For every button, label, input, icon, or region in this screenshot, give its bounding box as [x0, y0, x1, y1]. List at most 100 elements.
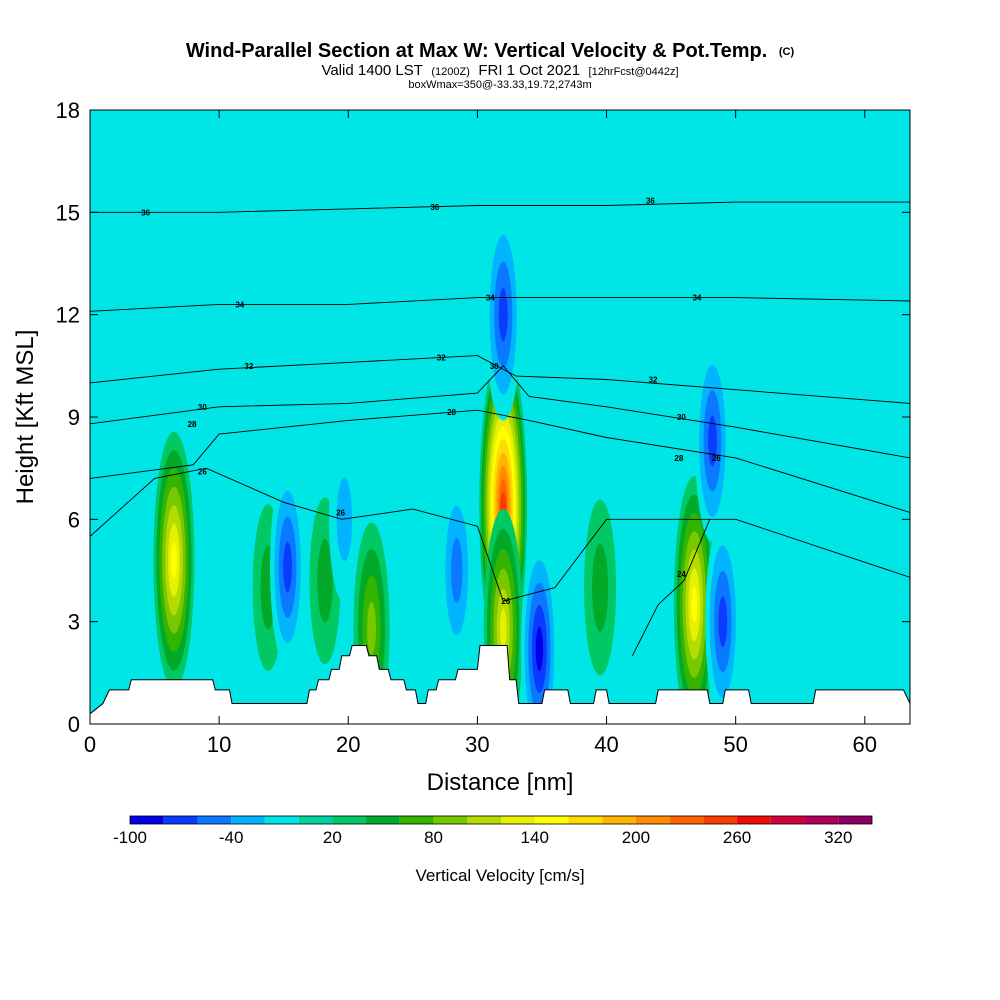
colorbar-tick-label: -100 [113, 828, 147, 847]
theta-contour-32 [90, 355, 910, 404]
colorbar-tick-label: 320 [824, 828, 852, 847]
colorbar-swatch [264, 816, 299, 824]
chart-subtitle-valid: Valid 1400 LST (1200Z) FRI 1 Oct 2021 [1… [321, 62, 678, 79]
colorbar-swatch [737, 816, 771, 824]
theta-contour-24 [631, 519, 711, 657]
w-band [535, 626, 544, 672]
vertical-velocity-field [153, 208, 741, 724]
w-band [691, 586, 698, 623]
x-tick-label: 10 [207, 732, 231, 757]
w-feature-6 [439, 473, 474, 668]
colorbar-swatch [399, 816, 434, 824]
x-tick-label: 60 [853, 732, 877, 757]
theta-contour-label: 24 [677, 570, 686, 579]
colorbar-title: Vertical Velocity [cm/s] [415, 866, 584, 885]
colorbar-swatch [669, 816, 704, 824]
theta-contour-label: 36 [141, 208, 150, 217]
potential-temperature-contours [90, 201, 910, 657]
chart-title-text: Wind-Parallel Section at Max W: Vertical… [186, 40, 767, 62]
x-tick-label: 40 [594, 732, 618, 757]
x-tick-label: 50 [723, 732, 747, 757]
theta-contour-label: 36 [646, 196, 655, 205]
w-feature-2 [270, 465, 306, 669]
colorbar-swatch [568, 816, 603, 824]
colorbar-swatch [534, 816, 569, 824]
w-band [592, 543, 609, 632]
theta-contour-label: 30 [198, 403, 207, 412]
theta-contour-label: 34 [235, 300, 244, 309]
w-band [498, 288, 508, 342]
w-feature-14 [694, 339, 730, 543]
theta-contour-26 [90, 467, 910, 602]
theta-contour-36 [90, 201, 910, 213]
x-axis: 0 10 20 30 40 50 60 [84, 110, 877, 757]
colorbar-tick-label: 140 [521, 828, 549, 847]
terrain [90, 645, 910, 724]
theta-contour-label: 26 [336, 509, 345, 518]
y-axis-label: Height [Kft MSL] [12, 330, 39, 505]
w-band [451, 538, 463, 603]
colorbar-swatch [433, 816, 468, 824]
colorbar: -100 -40 20 80 140 200 260 320 [113, 815, 873, 847]
theta-contour-label: 32 [437, 353, 446, 362]
w-feature-10 [520, 538, 558, 724]
terrain-profile [90, 645, 910, 724]
x-tick-label: 20 [336, 732, 360, 757]
y-tick-label: 9 [68, 405, 80, 430]
y-tick-label: 6 [68, 507, 80, 532]
theta-contour-label: 34 [486, 294, 495, 303]
theta-contour-34 [90, 297, 910, 312]
theta-contour-label: 34 [692, 294, 701, 303]
theta-contour-28 [90, 409, 910, 513]
y-tick-label: 0 [68, 712, 80, 737]
colorbar-swatch [703, 816, 738, 824]
colorbar-tick-label: 200 [622, 828, 650, 847]
y-tick-label: 18 [56, 98, 80, 123]
theta-contour-label: 28 [188, 420, 197, 429]
w-band [170, 541, 177, 579]
colorbar-swatch [197, 816, 232, 824]
colorbar-swatch [635, 816, 670, 824]
w-feature-9 [485, 208, 522, 421]
colorbar-swatch [838, 816, 872, 824]
w-band [718, 596, 728, 648]
w-feature-0 [153, 431, 195, 689]
colorbar-tick-label: 80 [424, 828, 443, 847]
chart-title: Wind-Parallel Section at Max W: Vertical… [186, 40, 795, 62]
subtitle-forecast: [12hrFcst@0442z] [589, 66, 679, 78]
subtitle-utc-time: (1200Z) [431, 66, 470, 78]
colorbar-swatch [130, 816, 164, 824]
y-tick-label: 12 [56, 303, 80, 328]
colorbar-swatch [602, 816, 636, 824]
w-feature-11 [584, 499, 617, 676]
w-band [317, 538, 333, 623]
colorbar-tick-label: 20 [323, 828, 342, 847]
w-feature-13 [705, 520, 741, 724]
theta-contour-label: 28 [447, 408, 456, 417]
w-band [283, 541, 292, 593]
colorbar-swatch [467, 816, 501, 824]
theta-contour-label: 30 [490, 362, 499, 371]
theta-contour-label: 36 [430, 203, 439, 212]
x-tick-label: 30 [465, 732, 489, 757]
w-feature-12 [673, 476, 715, 724]
colorbar-swatch [298, 816, 333, 824]
colorbar-swatch [366, 816, 400, 824]
chart-subtitle-box: boxWmax=350@-33.33,19.72,2743m [408, 79, 591, 91]
theta-contour-label: 32 [649, 375, 658, 384]
colorbar-swatch [163, 816, 198, 824]
x-axis-label: Distance [nm] [427, 769, 574, 796]
subtitle-date: FRI 1 Oct 2021 [478, 62, 580, 79]
colorbar-swatch [804, 816, 839, 824]
colorbar-swatch [501, 816, 535, 824]
colorbar-frame [129, 815, 873, 825]
chart-title-superscript: (C) [779, 46, 795, 58]
colorbar-swatch [332, 816, 367, 824]
theta-contour-label: 26 [198, 468, 207, 477]
x-tick-label: 0 [84, 732, 96, 757]
theta-contour-label: 28 [674, 454, 683, 463]
theta-contour-label: 26 [712, 454, 721, 463]
